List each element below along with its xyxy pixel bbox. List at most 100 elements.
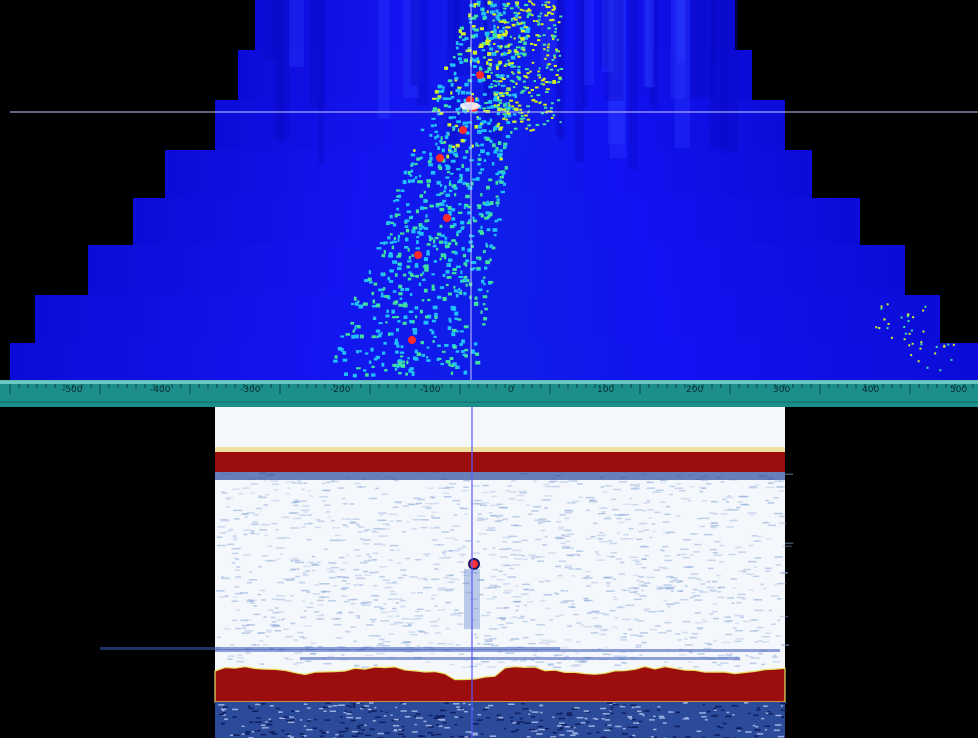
scatter-point <box>886 327 889 330</box>
sub-bottom-speck <box>476 719 483 721</box>
noise-speck <box>353 568 360 571</box>
scatter-point <box>450 364 455 368</box>
noise-speck <box>327 599 337 602</box>
scatter-point <box>534 100 538 103</box>
scatter-point <box>406 260 412 263</box>
noise-speck <box>340 588 347 591</box>
sub-bottom-speck <box>536 733 543 735</box>
noise-speck <box>492 547 496 549</box>
noise-speck <box>771 623 776 625</box>
fan-canvas[interactable] <box>0 0 978 380</box>
scatter-point <box>477 78 481 81</box>
scatter-point <box>546 49 550 52</box>
echogram-view[interactable] <box>0 407 978 738</box>
noise-speck <box>695 622 702 624</box>
scatter-point <box>429 133 433 137</box>
noise-speck <box>638 654 643 656</box>
scatter-point <box>439 139 443 143</box>
scatter-point <box>477 229 483 233</box>
scatter-point <box>506 112 511 115</box>
sub-bottom-speck <box>391 719 397 722</box>
noise-speck <box>242 513 249 515</box>
sub-bottom-speck <box>400 710 407 712</box>
sub-bottom-speck <box>584 721 590 724</box>
sub-bottom-speck <box>704 719 708 721</box>
sub-bottom-speck <box>517 721 525 723</box>
scatter-point <box>500 84 506 87</box>
noise-speck <box>743 504 750 506</box>
noise-speck <box>641 545 648 547</box>
noise-speck <box>700 487 707 490</box>
scatter-point <box>499 35 504 40</box>
noise-speck <box>544 607 551 610</box>
scatter-point <box>446 131 450 135</box>
scatter-point <box>509 35 513 38</box>
noise-speck <box>497 624 505 626</box>
echogram-canvas[interactable] <box>0 407 978 738</box>
noise-speck <box>734 640 742 643</box>
noise-speck <box>272 483 279 485</box>
scatter-point <box>440 253 446 258</box>
scatter-point <box>490 83 493 86</box>
scatter-point <box>437 344 441 348</box>
scatter-point <box>411 162 414 166</box>
noise-speck <box>400 599 406 602</box>
noise-speck <box>246 600 254 603</box>
ruler-tick-label: 100 <box>597 385 615 395</box>
scatter-point <box>421 225 425 229</box>
noise-speck <box>581 659 588 662</box>
scatter-point <box>466 279 470 283</box>
scatter-point <box>549 68 554 71</box>
scatter-point <box>452 184 457 188</box>
scatter-point <box>924 305 927 308</box>
scatter-point <box>463 203 469 208</box>
sub-bottom-speck <box>754 735 759 737</box>
noise-speck <box>465 591 472 594</box>
noise-speck <box>238 492 243 495</box>
multibeam-fan-view[interactable] <box>0 0 978 380</box>
scatter-point <box>394 315 400 319</box>
noise-speck <box>764 567 772 570</box>
noise-speck <box>361 666 370 669</box>
scatter-point <box>459 343 464 346</box>
noise-speck <box>307 490 311 492</box>
noise-speck <box>406 521 410 523</box>
noise-speck <box>614 655 623 657</box>
distance-axis-ruler[interactable]: -500 -400 -300 -200 -100 0 100 200 300 400 500 <box>0 380 978 407</box>
noise-speck <box>350 602 356 605</box>
noise-speck <box>619 481 628 483</box>
sub-bottom-speck <box>560 712 563 714</box>
sub-bottom-speck <box>453 703 460 705</box>
sub-bottom-speck <box>244 733 250 735</box>
noise-speck <box>512 541 522 543</box>
noise-speck <box>599 633 607 636</box>
sub-bottom-speck <box>457 708 464 711</box>
noise-speck <box>392 581 398 583</box>
noise-speck <box>379 575 385 578</box>
noise-speck <box>773 496 779 499</box>
scatter-point <box>446 262 452 267</box>
scatter-point <box>395 350 399 354</box>
noise-speck <box>719 561 725 563</box>
scatter-point <box>407 247 410 252</box>
scatter-point <box>544 4 547 7</box>
scatter-point <box>400 363 406 368</box>
noise-speck <box>585 537 592 540</box>
ruler-tick-label: -200 <box>330 385 351 395</box>
scatter-point <box>480 193 483 197</box>
sub-bottom-speck <box>335 733 339 736</box>
scatter-point <box>480 214 484 218</box>
noise-speck <box>472 619 477 621</box>
scatter-point <box>437 84 443 89</box>
scatter-point <box>396 267 402 271</box>
scatter-point <box>450 83 454 87</box>
scatter-point <box>467 211 471 215</box>
noise-speck <box>289 558 297 561</box>
noise-speck <box>267 545 273 547</box>
noise-speck <box>500 507 509 509</box>
noise-speck <box>751 535 758 537</box>
sub-bottom-speck <box>427 732 433 734</box>
sub-bottom-speck <box>261 727 269 729</box>
scatter-point <box>420 128 425 132</box>
sub-bottom-speck <box>260 733 267 736</box>
